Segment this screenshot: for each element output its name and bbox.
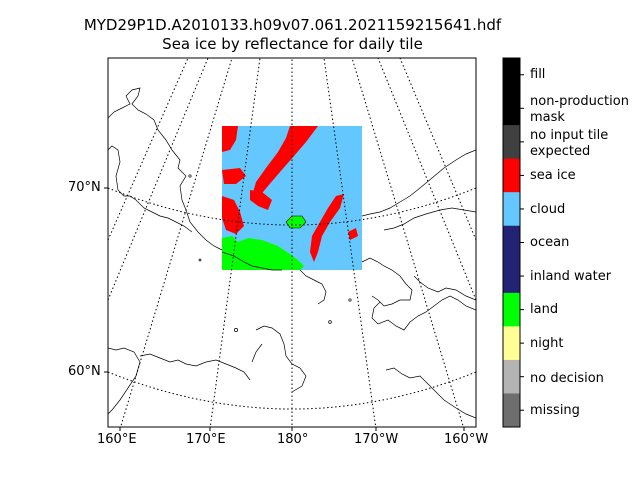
colorbar-swatch [503, 326, 520, 361]
colorbar-swatch [503, 259, 520, 294]
latitude-line-80N [108, 18, 476, 49]
colorbar-swatch [503, 225, 520, 260]
meridian-line-160W [323, 58, 377, 427]
colorbar [503, 58, 520, 428]
meridian-line-130W [399, 58, 476, 241]
lat-tick-label: 70°N [68, 180, 101, 195]
axis-ticks [104, 187, 465, 431]
colorbar-swatch [503, 393, 520, 428]
sea-ice-region [296, 126, 312, 140]
lon-tick-label: 170°E [186, 432, 226, 447]
colorbar-swatch [503, 125, 520, 160]
lon-tick-label: 160°E [97, 432, 137, 447]
colorbar-label-non-production-mask: non-production mask [530, 94, 629, 125]
colorbar-swatch [503, 192, 520, 227]
colorbar-swatch [503, 359, 520, 394]
colorbar-swatch [503, 292, 520, 327]
sea-ice-data-tile [222, 126, 362, 270]
sea-ice-region [252, 126, 318, 198]
colorbar-label-land: land [530, 302, 559, 317]
colorbar-ticks [520, 74, 524, 411]
lon-tick-label: 180° [277, 432, 309, 447]
map-title-line-2: Sea ice by reflectance for daily tile [162, 35, 423, 53]
colorbar-label-night: night [530, 336, 564, 351]
lon-tick-label: 160°W [444, 432, 489, 447]
colorbar-swatch [503, 158, 520, 193]
meridian-line-150W [351, 58, 464, 427]
sea-ice-region [310, 194, 344, 262]
sea-ice-region [250, 190, 272, 210]
meridian-line-150E [108, 58, 189, 241]
colorbar-label-inland-water: inland water [530, 269, 612, 284]
sea-ice-region [222, 168, 246, 184]
colorbar-label-fill: fill [530, 67, 546, 82]
colorbar-label-no-decision: no decision [530, 371, 604, 386]
colorbar-label-missing: missing [530, 403, 580, 418]
coastlines [108, 87, 476, 419]
colorbar-label-sea-ice: sea ice [530, 168, 576, 183]
colorbar-label-no-input-tile-expected: no input tile expected [530, 128, 609, 159]
colorbar-swatch [503, 91, 520, 126]
sea-ice-region [348, 228, 358, 240]
lon-tick-label: 170°W [354, 432, 399, 447]
lat-tick-label: 60°N [68, 364, 101, 379]
sea-ice-region [222, 196, 244, 234]
graticule [108, 18, 476, 427]
colorbar-swatch [503, 58, 520, 93]
colorbar-label-cloud: cloud [530, 202, 566, 217]
meridian-line-170E [120, 58, 233, 427]
map-title-line-1: MYD29P1D.A2010133.h09v07.061.20211592156… [83, 16, 502, 34]
sea-ice-region [222, 126, 238, 152]
colorbar-label-ocean: ocean [530, 235, 570, 250]
